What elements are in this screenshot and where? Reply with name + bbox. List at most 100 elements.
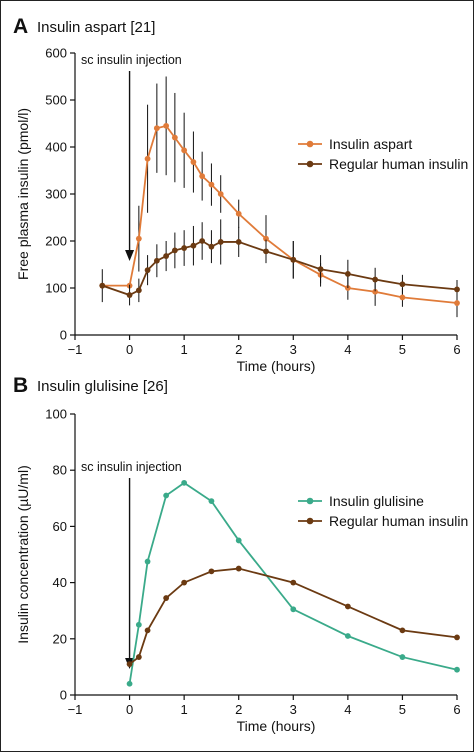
series-regular-human-insulin [99,219,460,306]
y-axis-title: Insulin concentration (µU/ml) [15,465,31,643]
data-point [135,235,142,242]
data-point [144,558,151,565]
data-point [344,271,351,277]
y-tick-label: 80 [53,463,67,478]
data-point [208,568,215,575]
data-point [399,654,406,660]
data-point [217,191,224,197]
legend-label: Regular human insulin [329,156,468,172]
data-point [399,627,406,634]
data-point [135,287,142,294]
data-point [135,621,142,628]
legend-label: Insulin glulisine [329,493,424,509]
series-regular-human-insulin [126,565,460,667]
data-point [217,239,224,245]
legend-swatch-marker [306,497,314,505]
legend-swatch-marker [306,517,314,525]
x-tick-label: 5 [399,702,406,717]
data-point [208,498,215,505]
x-tick-label: −1 [68,702,83,717]
data-point [344,603,351,610]
data-point [263,248,269,255]
series-insulin-glulisine [126,479,460,687]
data-point [163,122,170,129]
y-axis-title: Free plasma insulin (pmol/l) [15,108,31,280]
data-point [235,537,242,544]
data-point [163,253,170,259]
x-tick-label: 3 [290,702,297,717]
x-tick-label: 0 [126,702,133,717]
x-tick-label: 4 [344,702,351,717]
data-point [235,239,242,245]
x-axis-title: Time (hours) [237,718,316,734]
data-point [454,300,460,306]
y-tick-label: 300 [45,187,67,202]
data-point [181,147,188,154]
data-point [372,288,379,295]
x-tick-label: −1 [68,342,83,357]
y-tick-label: 0 [60,328,67,343]
data-point [317,266,324,273]
data-point [181,579,188,586]
x-tick-label: 6 [453,702,460,717]
data-point [181,245,188,251]
data-point [99,282,106,289]
legend-swatch-marker [306,160,314,168]
series-insulin-aspart [99,76,460,318]
data-point [199,173,206,180]
x-tick-label: 1 [181,702,188,717]
injection-arrow-head [125,250,135,261]
panel-a: A Insulin aspart [21] 0 100 200 300 400 500 600 −… [13,15,468,374]
data-point [344,633,351,639]
y-tick-label: 400 [45,140,67,155]
data-point [190,242,197,249]
data-point [235,210,242,217]
x-axis-title: Time (hours) [237,358,316,374]
data-point [153,125,160,132]
data-point [153,257,160,264]
data-point [199,238,206,244]
data-point [144,155,151,162]
data-point [171,134,178,141]
legend-label: Regular human insulin [329,513,468,529]
x-tick-label: 1 [181,342,188,357]
chart-title: Insulin glulisine [26] [37,378,168,395]
data-point [181,479,188,486]
data-point [144,267,151,274]
data-point [454,634,460,641]
data-point [399,281,406,288]
legend-swatch-marker [306,140,314,148]
data-point [290,256,297,263]
data-point [135,654,142,660]
x-tick-label: 0 [126,342,133,357]
data-point [290,606,297,613]
y-tick-label: 100 [45,407,67,422]
x-tick-label: 6 [453,342,460,357]
x-tick-label: 2 [235,342,242,357]
data-point [171,247,178,254]
data-point [235,565,242,572]
data-point [399,294,406,301]
data-point [126,680,133,687]
data-point [190,159,197,165]
panel-letter: B [13,374,28,397]
panel-letter: A [13,15,28,38]
data-point [263,235,269,242]
chart-title: Insulin aspart [21] [37,19,155,36]
x-tick-label: 5 [399,342,406,357]
data-point [372,276,379,283]
x-tick-label: 2 [235,702,242,717]
y-tick-label: 60 [53,519,67,534]
y-tick-label: 100 [45,281,67,296]
data-point [208,243,215,250]
series-line [102,124,458,304]
data-point [454,286,460,293]
y-tick-label: 600 [45,46,67,61]
legend-label: Insulin aspart [329,136,412,152]
x-tick-label: 3 [290,342,297,357]
y-tick-label: 500 [45,93,67,108]
data-point [208,181,215,188]
